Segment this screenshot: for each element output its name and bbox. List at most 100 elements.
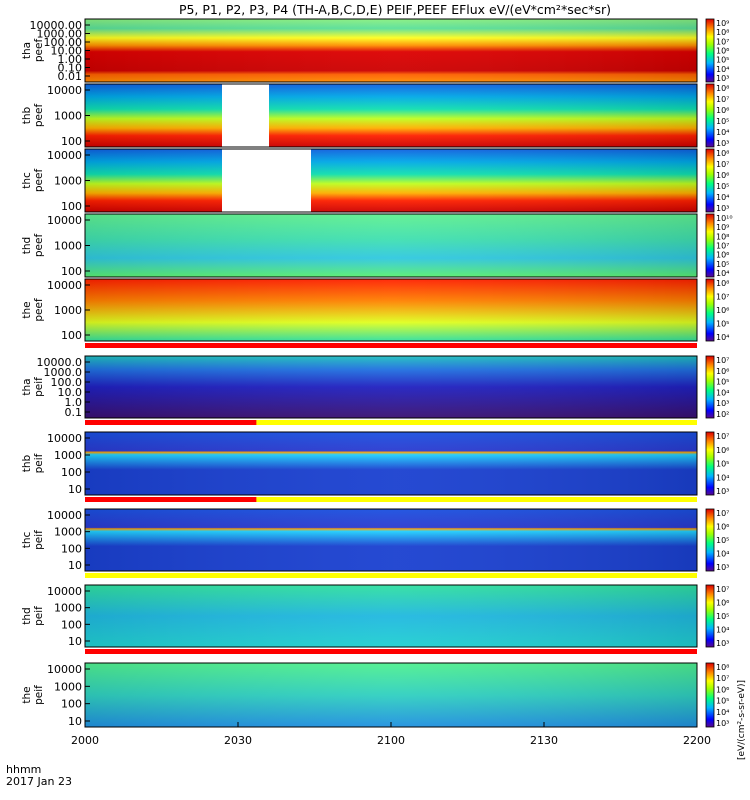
y-tick-label: 1000 [54,449,82,462]
colorbar-tick-label: 10⁵ [716,697,729,706]
colorbar-tick-label: 10⁵ [716,378,729,387]
colorbar-tick-label: 10⁷ [716,293,729,302]
figure-title: P5, P1, P2, P3, P4 (TH-A,B,C,D,E) PEIF,P… [179,2,611,17]
colorbar-tick-label: 10⁴ [716,473,729,482]
colorbar-tick-label: 10⁷ [716,242,729,251]
colorbar-tick-label: 10⁷ [716,674,729,683]
panel-ylabel-instrument: thd [21,237,33,254]
colorbar-tick-label: 10³ [716,639,729,648]
y-tick-label: 1000 [54,526,82,539]
status-bar-red [85,649,697,654]
colorbar-tick-label: 10³ [716,204,729,213]
y-tick-label: 100 [61,200,82,213]
status-bar-bg [85,497,697,502]
colorbar-tick-label: 10⁵ [716,460,729,469]
colorbar-tick-label: 10⁵ [716,182,729,191]
panel-ylabel-instrument: thd [21,607,33,624]
colorbar-tick-label: 10⁶ [716,106,729,115]
spectrogram-shade [85,214,697,277]
colorbar-tick-label: 10⁷ [716,356,729,365]
data-gap [222,84,269,147]
panel-ylabel-instrument: thc [21,172,33,189]
spectrogram-shade [85,84,697,147]
panel-thb_peif: 10000 1000 100 10 thb peif 10⁷ 10⁶ 10⁵ 10⁴ 10³ [21,431,729,502]
y-tick-label: 10000 [47,509,82,522]
colorbar-tick-label: 10⁵ [716,117,729,126]
panel-ylabel-instrument: tha [21,42,33,59]
colorbar-tick-label: 10⁷ [716,160,729,169]
colorbar-thd_peif [705,584,715,648]
y-tick-label: 10000 [47,663,82,676]
y-tick-label: 1.00 [58,53,83,66]
colorbar-tick-label: 10³ [716,139,729,148]
y-tick-label: 1000 [54,240,82,253]
panel-ylabel-product: peef [33,298,45,322]
colorbar-tick-label: 10⁴ [716,708,729,717]
spectrogram-shade [85,19,697,82]
y-tick-label: 100 [61,135,82,148]
y-tick-label: 10000.0 [37,356,83,369]
y-tick-label: 10 [68,715,82,728]
data-gap [222,149,311,212]
colorbar-tick-label: 10⁶ [716,251,729,260]
panel-ylabel-product: peef [33,169,45,193]
y-tick-label: 10000 [47,149,82,162]
colorbar-tick-label: 10⁶ [716,367,729,376]
colorbar-tick-label: 10⁴ [716,333,729,342]
colorbar-tick-label: 10⁸ [716,149,729,158]
status-bar-yellow [85,573,697,578]
x-tick-label: 2000 [71,734,99,747]
colorbar-tick-label: 10⁷ [716,432,729,441]
y-tick-label: 10.00 [51,45,83,58]
colorbar-tick-label: 10⁴ [716,193,729,202]
colorbar-tick-label: 10⁴ [716,269,729,278]
panel-frame [84,584,698,648]
y-tick-label: 0.01 [58,70,83,83]
colorbar-tick-label: 10⁷ [716,585,729,594]
y-tick-label: 100 [61,542,82,555]
y-tick-label: 1000 [54,602,82,615]
colorbar-tick-label: 10⁴ [716,550,729,559]
colorbar-tick-label: 10⁸ [716,84,729,93]
colorbar-tick-label: 10¹⁰ [716,214,733,223]
colorbar-tick-label: 10⁶ [716,599,729,608]
y-tick-label: 10000 [47,214,82,227]
colorbar-tick-label: 10⁹ [716,223,729,232]
colorbar-tick-label: 10⁵ [716,56,729,65]
y-tick-label: 10000 [47,585,82,598]
colorbar-thb_peif [705,431,715,496]
x-tick-label: 2100 [377,734,405,747]
panel-ylabel-instrument: the [21,301,33,318]
x-tick-label: 2030 [224,734,252,747]
panel-ylabel-product: peef [33,234,45,258]
colorbar-tick-label: 10⁴ [716,128,729,137]
y-tick-label: 1000 [54,175,82,188]
colorbar-thd_peef [705,213,715,278]
y-tick-label: 10.0 [58,386,83,399]
colorbar-tick-label: 10⁷ [716,95,729,104]
status-bar-bg [85,420,697,425]
colorbar-thb_peef [705,83,715,148]
panel-ylabel-instrument: thb [21,454,33,472]
colorbar-tick-label: 10⁸ [716,232,729,241]
y-tick-label: 1000 [54,680,82,693]
spectrogram-shade [85,279,697,341]
y-tick-label: 0.1 [65,406,83,419]
y-tick-label: 1000.00 [37,28,83,41]
colorbar-tick-label: 10⁴ [716,65,729,74]
panel-the_peif: 10000 1000 100 10 the peif 10⁸ 10⁷ 10⁶ 10⁵ 10⁴ 10³ [21,662,729,728]
colorbar-tick-label: 10⁸ [716,663,729,672]
panel-thb_peef: 10000 1000 100 thb peef 10⁸ 10⁷ 10⁶ 10⁵ 10⁴ 10³ [21,83,729,148]
colorbar-tick-label: 10⁶ [716,171,729,180]
colorbar-tick-label: 10⁶ [716,523,729,532]
status-bar-red_partial [85,497,257,502]
colorbar-tick-label: 10⁵ [716,536,729,545]
spectrogram-shade [85,356,697,418]
panel-frame [84,431,698,496]
y-tick-label: 100.00 [44,36,83,49]
y-tick-label: 10 [68,635,82,648]
status-bar-red_partial [85,420,257,425]
status-bar-red [85,343,697,348]
colorbar-the_peif [705,662,715,728]
